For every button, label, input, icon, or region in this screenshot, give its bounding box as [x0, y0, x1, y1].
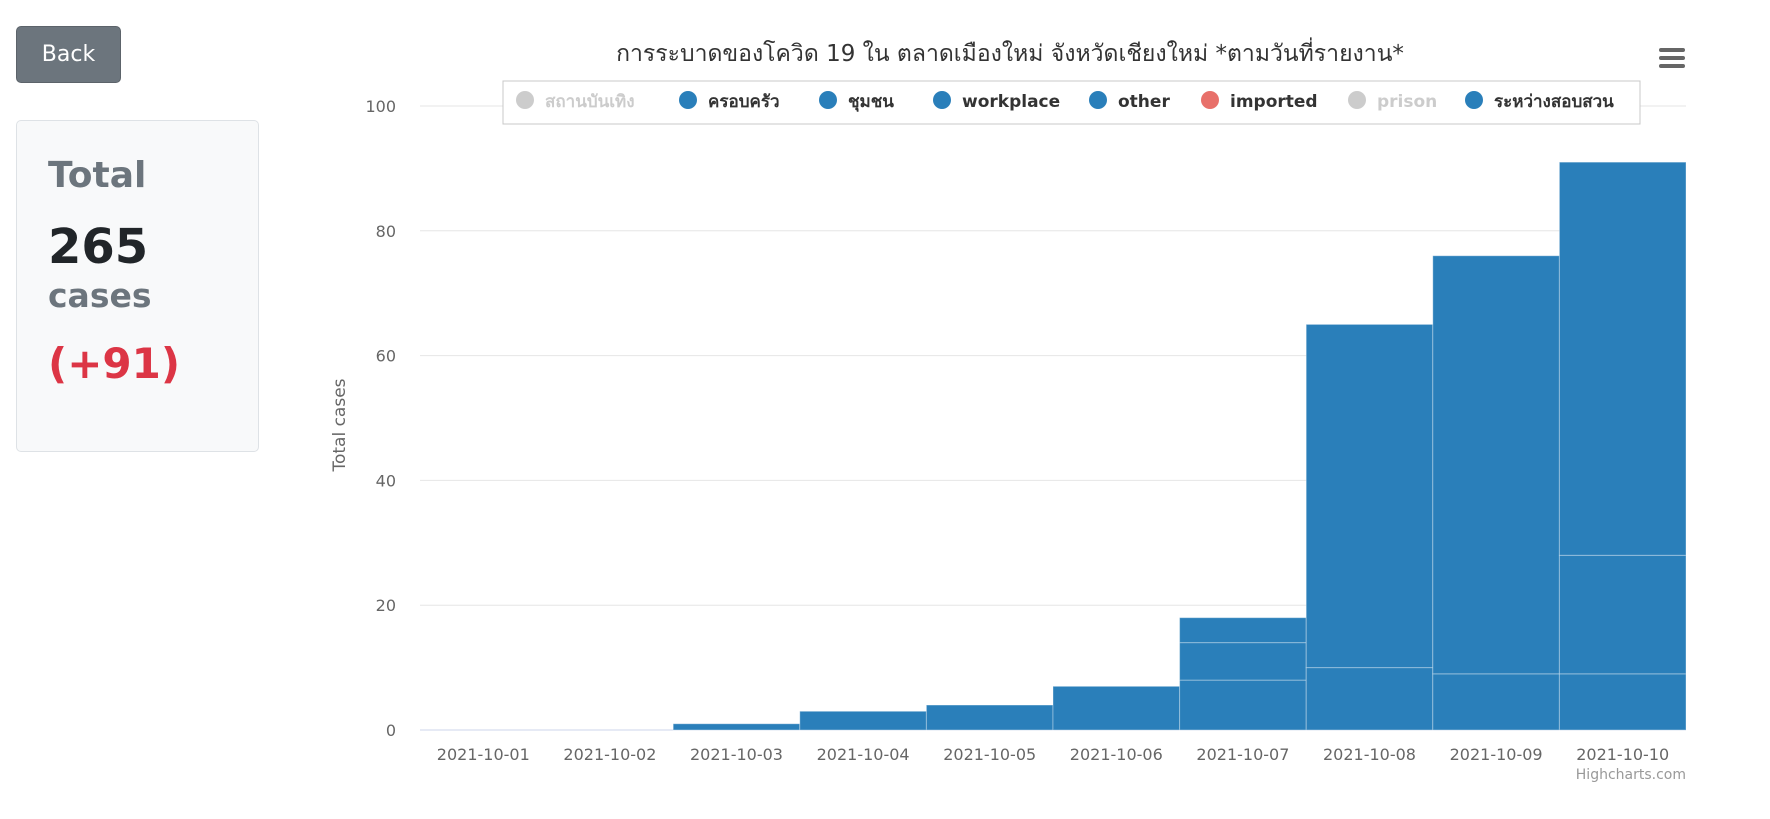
legend-marker-icon — [819, 91, 837, 109]
total-delta: (+91) — [48, 339, 181, 388]
total-value: 265 — [48, 219, 149, 275]
legend-marker-icon — [1348, 91, 1366, 109]
total-unit: cases — [48, 276, 152, 315]
bar-segment[interactable] — [672, 723, 801, 731]
legend-item[interactable]: workplace — [933, 91, 1060, 112]
legend-item[interactable]: other — [1089, 91, 1170, 112]
bar-segment[interactable] — [1305, 323, 1434, 669]
legend-label: ชุมชน — [848, 92, 894, 112]
x-tick-label: 2021-10-02 — [563, 745, 656, 764]
y-tick-label: 80 — [376, 222, 396, 241]
x-tick-label: 2021-10-08 — [1323, 745, 1416, 764]
y-axis-ticks: 0 20 40 60 80 100 — [365, 97, 396, 740]
bar-segment[interactable] — [1558, 161, 1687, 556]
bar-segment[interactable] — [1179, 617, 1307, 644]
legend-item[interactable]: prison — [1348, 91, 1437, 112]
legend-item[interactable]: imported — [1201, 91, 1318, 112]
back-button[interactable]: Back — [16, 26, 121, 83]
x-axis-ticks: 2021-10-01 2021-10-02 2021-10-03 2021-10-04… — [437, 745, 1669, 764]
y-tick-label: 60 — [376, 347, 396, 366]
legend-marker-icon — [1465, 91, 1483, 109]
legend-marker-icon — [679, 91, 697, 109]
bar-segment[interactable] — [1052, 685, 1181, 731]
y-tick-label: 20 — [376, 596, 396, 615]
bar-segment[interactable] — [1558, 673, 1687, 731]
bar-segment[interactable] — [1558, 554, 1687, 675]
chart-bars — [672, 161, 1687, 731]
bar-segment[interactable] — [1305, 667, 1434, 731]
legend-label: prison — [1377, 92, 1437, 112]
x-tick-label: 2021-10-06 — [1070, 745, 1163, 764]
legend-item[interactable]: สถานบันเทิง — [516, 91, 635, 112]
chart-credits[interactable]: Highcharts.com — [1576, 767, 1686, 783]
chart-menu-icon[interactable] — [1654, 40, 1690, 72]
chart-title: การระบาดของโควิด 19 ใน ตลาดเมืองใหม่ จัง… — [616, 37, 1404, 67]
legend-item[interactable]: ชุมชน — [819, 91, 894, 112]
x-tick-label: 2021-10-07 — [1196, 745, 1289, 764]
legend-marker-icon — [516, 91, 534, 109]
legend-marker-icon — [1201, 91, 1219, 109]
x-tick-label: 2021-10-10 — [1576, 745, 1669, 764]
legend-marker-icon — [933, 91, 951, 109]
legend-marker-icon — [1089, 91, 1107, 109]
bar-segment[interactable] — [1179, 642, 1307, 681]
bar-segment[interactable] — [925, 704, 1054, 731]
legend-item[interactable]: ครอบครัว — [679, 91, 780, 112]
bar-segment[interactable] — [1432, 255, 1560, 675]
x-tick-label: 2021-10-01 — [437, 745, 530, 764]
total-label: Total — [48, 155, 147, 196]
x-tick-label: 2021-10-03 — [690, 745, 783, 764]
y-tick-label: 0 — [386, 721, 396, 740]
legend-item[interactable]: ระหว่างสอบสวน — [1465, 91, 1614, 112]
y-axis-label: Total cases — [330, 378, 350, 472]
legend-label: ระหว่างสอบสวน — [1494, 92, 1614, 112]
x-tick-label: 2021-10-04 — [817, 745, 910, 764]
x-tick-label: 2021-10-09 — [1450, 745, 1543, 764]
y-tick-label: 40 — [376, 471, 396, 490]
legend-label: imported — [1230, 92, 1318, 112]
y-tick-label: 100 — [365, 97, 396, 116]
legend-label: ครอบครัว — [708, 92, 780, 112]
x-tick-label: 2021-10-05 — [943, 745, 1036, 764]
legend-label: สถานบันเทิง — [545, 92, 635, 112]
bar-segment[interactable] — [1179, 679, 1307, 731]
total-cases-card: Total 265 cases (+91) — [16, 120, 259, 452]
bar-segment[interactable] — [799, 710, 927, 731]
legend-label: workplace — [962, 92, 1060, 112]
bar-segment[interactable] — [1432, 673, 1560, 731]
chart-legend: สถานบันเทิง ครอบครัว ชุมชน workplace other im… — [502, 80, 1641, 125]
legend-label: other — [1118, 92, 1170, 112]
